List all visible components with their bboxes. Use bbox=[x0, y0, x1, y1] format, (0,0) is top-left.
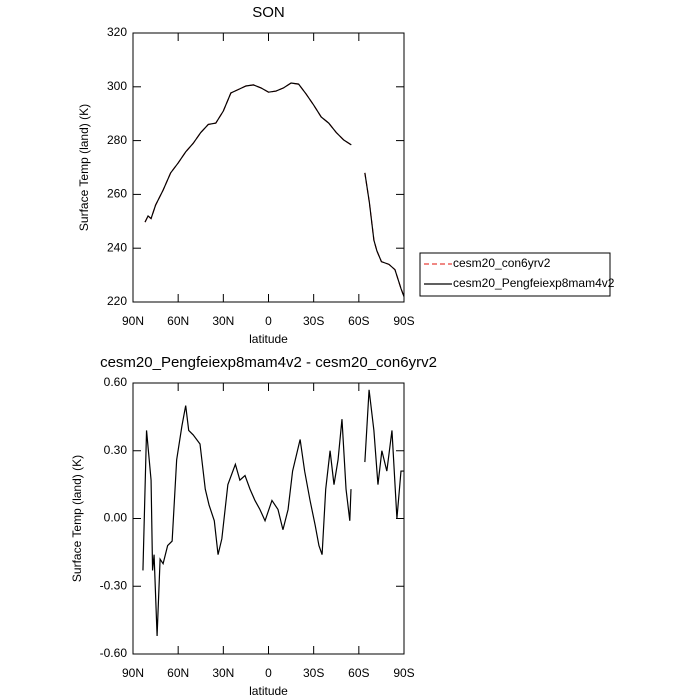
data-line bbox=[142, 389, 404, 636]
x-tick-label: 90S bbox=[393, 666, 414, 680]
data-line bbox=[144, 82, 405, 297]
y-tick-label: 0.60 bbox=[104, 375, 128, 389]
y-tick-label: 240 bbox=[107, 240, 127, 254]
y-tick-label: -0.60 bbox=[100, 646, 128, 660]
x-tick-label: 60S bbox=[348, 666, 369, 680]
plot-frame bbox=[132, 382, 405, 655]
x-tick-label: 90S bbox=[393, 314, 414, 328]
y-axis-label: Surface Temp (land) (K) bbox=[70, 455, 84, 582]
x-axis-label: latitude bbox=[249, 684, 288, 698]
y-tick-label: 220 bbox=[107, 294, 127, 308]
legend-label: cesm20_Pengfeiexp8mam4v2 bbox=[453, 276, 615, 290]
legend-label: cesm20_con6yrv2 bbox=[453, 256, 551, 270]
x-tick-label: 30N bbox=[212, 314, 234, 328]
x-tick-label: 60N bbox=[167, 314, 189, 328]
y-axis-label: Surface Temp (land) (K) bbox=[77, 104, 91, 231]
chart-title: cesm20_Pengfeiexp8mam4v2 - cesm20_con6yr… bbox=[100, 354, 437, 371]
x-tick-label: 60S bbox=[348, 314, 369, 328]
x-tick-label: 90N bbox=[122, 666, 144, 680]
x-tick-label: 30N bbox=[212, 666, 234, 680]
x-tick-label: 90N bbox=[122, 314, 144, 328]
plot-frame bbox=[132, 32, 405, 303]
x-axis-label: latitude bbox=[249, 332, 288, 346]
y-tick-label: 260 bbox=[107, 187, 127, 201]
y-tick-label: 0.00 bbox=[104, 511, 128, 525]
x-tick-label: 0 bbox=[265, 666, 272, 680]
legend-box bbox=[419, 252, 611, 297]
x-tick-label: 30S bbox=[303, 314, 324, 328]
y-tick-label: 320 bbox=[107, 25, 127, 39]
x-tick-label: 0 bbox=[265, 314, 272, 328]
chart-title: SON bbox=[252, 4, 285, 21]
data-line bbox=[144, 82, 405, 297]
x-tick-label: 30S bbox=[303, 666, 324, 680]
y-tick-label: -0.30 bbox=[100, 578, 128, 592]
y-tick-label: 300 bbox=[107, 79, 127, 93]
x-tick-label: 60N bbox=[167, 666, 189, 680]
y-tick-label: 280 bbox=[107, 133, 127, 147]
y-tick-label: 0.30 bbox=[104, 443, 128, 457]
